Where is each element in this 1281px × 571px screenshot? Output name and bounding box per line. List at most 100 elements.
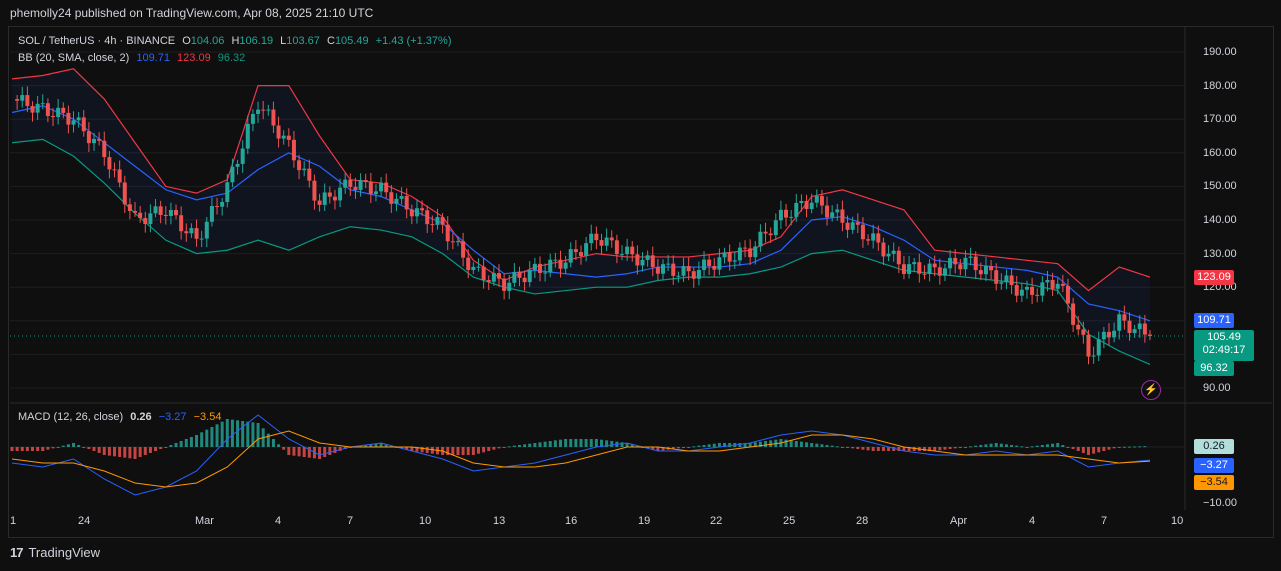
candle-body — [51, 115, 56, 118]
candle-body — [983, 265, 988, 275]
macd-histogram-bar — [328, 447, 332, 455]
candle-body — [712, 266, 717, 270]
candle-body — [358, 179, 363, 190]
macd-histogram-bar — [1051, 443, 1055, 447]
macd-histogram-bar — [92, 447, 96, 451]
candle-body — [466, 257, 471, 271]
candle-body — [256, 109, 261, 114]
tradingview-logo-icon[interactable]: 17 — [10, 545, 24, 560]
macd-histogram-bar — [974, 445, 978, 447]
symbol-title[interactable]: SOL / TetherUS · 4h · BINANCE — [18, 35, 176, 47]
macd-histogram-bar — [1081, 447, 1085, 453]
candle-body — [1004, 275, 1009, 283]
macd-histogram-bar — [82, 447, 86, 448]
candle-body — [271, 109, 276, 126]
candle-body — [609, 237, 614, 241]
candle-body — [348, 179, 353, 187]
candle-body — [414, 208, 419, 217]
candle-body — [445, 224, 450, 242]
macd-histogram-bar — [1066, 447, 1070, 448]
macd-histogram-bar — [794, 441, 798, 447]
candle-body — [568, 249, 573, 263]
footer: 17 TradingView — [10, 545, 100, 560]
candle-body — [133, 210, 138, 213]
candle-body — [430, 224, 435, 226]
macd-histogram-bar — [282, 447, 286, 450]
macd-line-badge: −3.27 — [1194, 458, 1234, 473]
alert-lightning-icon[interactable]: ⚡ — [1141, 380, 1161, 400]
candle-body — [56, 107, 61, 118]
candle-body — [973, 256, 978, 271]
macd-histogram-bar — [118, 447, 122, 457]
macd-histogram-bar — [456, 447, 460, 455]
candle-body — [989, 265, 994, 271]
macd-histogram-bar — [25, 447, 29, 451]
macd-histogram-bar — [1004, 444, 1008, 447]
macd-histogram-bar — [405, 447, 409, 450]
macd-histogram-bar — [292, 447, 296, 456]
macd-histogram-bar — [702, 445, 706, 447]
macd-histogram-bar — [543, 441, 547, 447]
macd-histogram-bar — [564, 439, 568, 447]
candle-body — [179, 215, 184, 232]
macd-histogram-bar — [451, 447, 455, 455]
macd-histogram-bar — [753, 442, 757, 447]
macd-histogram-bar — [748, 443, 752, 447]
candle-body — [379, 182, 384, 192]
candle-body — [148, 213, 153, 225]
candle-body — [45, 103, 50, 116]
macd-histogram-bar — [36, 447, 40, 451]
macd-histogram-bar — [1025, 447, 1029, 448]
candle-body — [281, 135, 286, 139]
candle-body — [871, 233, 876, 241]
macd-histogram-bar — [558, 439, 562, 447]
candle-body — [681, 266, 686, 276]
candle-body — [174, 210, 179, 216]
candle-body — [845, 222, 850, 230]
time-tick: 22 — [710, 515, 723, 527]
macd-histogram-bar — [1015, 445, 1019, 447]
macd-legend[interactable]: MACD (12, 26, close) 0.26 −3.27 −3.54 — [18, 411, 225, 423]
candle-body — [604, 237, 609, 246]
bb-legend[interactable]: BB (20, SMA, close, 2) 109.71 123.09 96.… — [18, 52, 249, 64]
macd-histogram-bar — [707, 444, 711, 447]
macd-histogram-bar — [887, 447, 891, 451]
candle-body — [737, 247, 742, 261]
candle-body — [732, 260, 737, 262]
macd-histogram-bar — [1143, 446, 1147, 448]
macd-histogram-bar — [164, 447, 168, 448]
candle-body — [1081, 329, 1086, 335]
candle-body — [671, 263, 676, 276]
macd-histogram-bar — [943, 447, 947, 450]
candle-body — [573, 249, 578, 253]
candle-body — [168, 210, 173, 216]
macd-signal-badge: −3.54 — [1194, 475, 1234, 490]
macd-histogram-bar — [676, 447, 680, 449]
macd-histogram-bar — [302, 447, 306, 457]
macd-histogram-bar — [241, 421, 245, 447]
candle-body — [968, 256, 973, 258]
macd-histogram-bar — [174, 443, 178, 447]
candle-body — [194, 228, 199, 239]
candle-body — [645, 255, 650, 260]
macd-line — [11, 414, 1151, 496]
macd-histogram-bar — [1097, 447, 1101, 453]
candle-body — [548, 259, 553, 273]
candle-body — [1076, 324, 1081, 330]
macd-histogram-bar — [840, 447, 844, 448]
candle-body — [97, 138, 102, 141]
macd-histogram-bar — [400, 447, 404, 449]
candle-body — [953, 257, 958, 265]
candle-body — [860, 224, 865, 240]
bb-lower-badge: 96.32 — [1194, 361, 1234, 376]
macd-histogram-bar — [133, 447, 137, 459]
footer-brand[interactable]: TradingView — [28, 545, 101, 560]
macd-histogram-bar — [389, 445, 393, 447]
candle-body — [753, 246, 758, 258]
macd-histogram-bar — [307, 447, 311, 458]
candle-body — [491, 273, 496, 282]
candle-body — [512, 271, 517, 283]
macd-histogram-bar — [1056, 443, 1060, 447]
candle-body — [1148, 334, 1152, 336]
